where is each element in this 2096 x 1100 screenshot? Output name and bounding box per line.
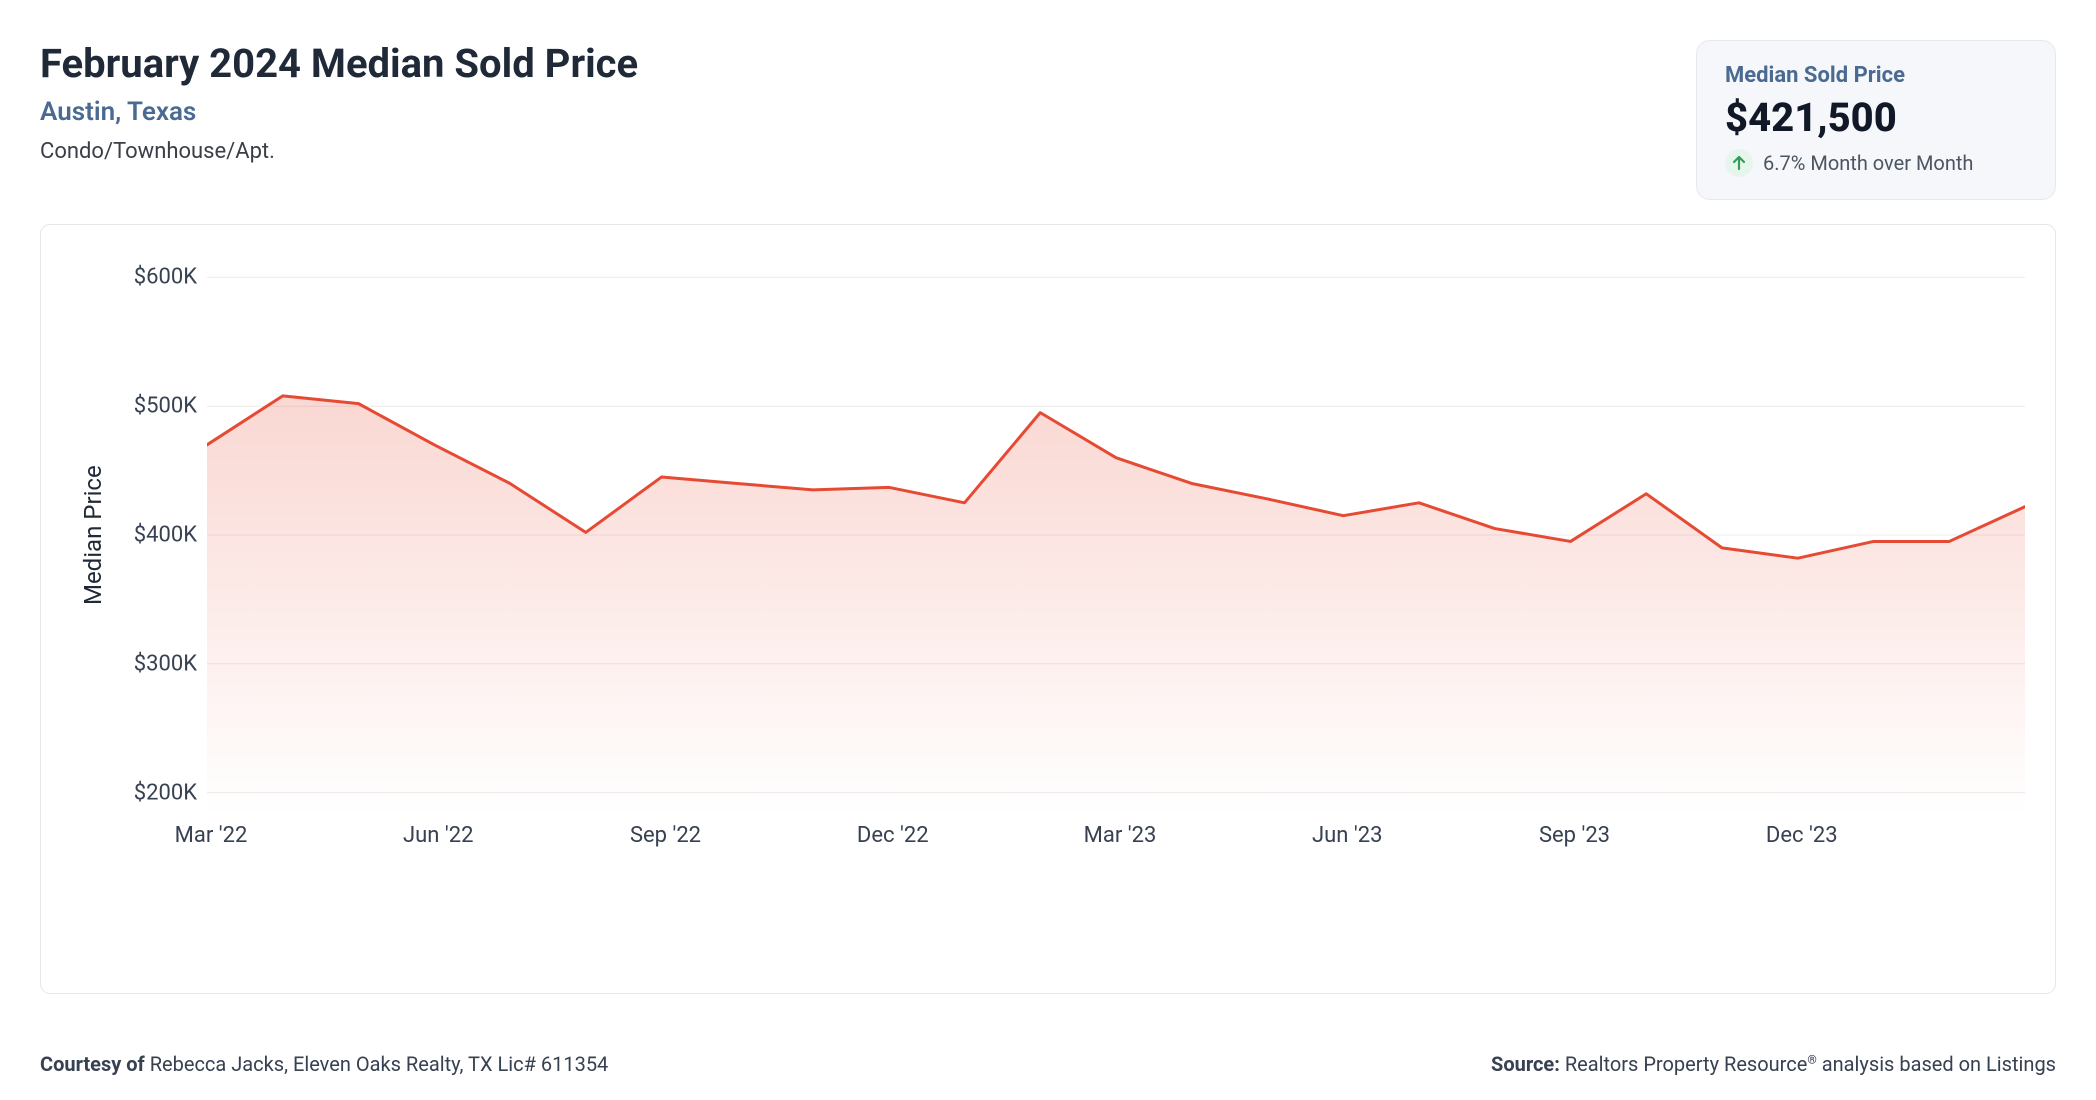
y-axis-ticks: $200K $300K $400K $500K $600K xyxy=(107,255,207,815)
x-tick-label: Jun '22 xyxy=(403,823,473,848)
y-axis-title: Median Price xyxy=(71,255,107,815)
x-tick-label: Jun '23 xyxy=(1312,823,1382,848)
plot-wrap: Median Price $200K $300K $400K $500K $600K xyxy=(71,255,2025,815)
registered-mark-icon: ® xyxy=(1807,1052,1816,1066)
header-row: February 2024 Median Sold Price Austin, … xyxy=(40,40,2056,200)
footer-courtesy-label: Courtesy of xyxy=(40,1052,145,1076)
x-tick-label: Dec '23 xyxy=(1766,823,1838,848)
stat-card: Median Sold Price $421,500 6.7% Month ov… xyxy=(1696,40,2056,200)
x-tick-label: Sep '23 xyxy=(1539,823,1610,848)
title-block: February 2024 Median Sold Price Austin, … xyxy=(40,40,638,188)
footer-source-value-a: Realtors Property Resource xyxy=(1565,1052,1808,1076)
chart-plot-area xyxy=(207,255,2025,815)
x-axis-ticks: Mar '22Jun '22Sep '22Dec '22Mar '23Jun '… xyxy=(211,823,2025,863)
footer: Courtesy of Rebecca Jacks, Eleven Oaks R… xyxy=(40,1052,2056,1076)
y-tick-label: $600K xyxy=(134,265,197,290)
x-tick-label: Dec '22 xyxy=(857,823,929,848)
footer-courtesy-value: Rebecca Jacks, Eleven Oaks Realty, TX Li… xyxy=(150,1052,609,1076)
page-title: February 2024 Median Sold Price xyxy=(40,40,638,87)
y-tick-label: $400K xyxy=(134,523,197,548)
footer-courtesy: Courtesy of Rebecca Jacks, Eleven Oaks R… xyxy=(40,1052,608,1076)
arrow-up-icon xyxy=(1725,149,1753,177)
location-subtitle: Austin, Texas xyxy=(40,97,638,127)
footer-source-value-b: analysis based on Listings xyxy=(1817,1052,2056,1076)
footer-source-label: Source: xyxy=(1491,1052,1560,1076)
stat-card-value: $421,500 xyxy=(1725,94,2027,141)
chart-frame: Median Price $200K $300K $400K $500K $600K M… xyxy=(40,224,2056,994)
x-tick-label: Mar '23 xyxy=(1084,823,1157,848)
x-tick-label: Sep '22 xyxy=(630,823,701,848)
property-type-label: Condo/Townhouse/Apt. xyxy=(40,139,638,164)
stat-card-change: 6.7% Month over Month xyxy=(1725,149,2027,177)
page: February 2024 Median Sold Price Austin, … xyxy=(0,0,2096,1100)
y-tick-label: $200K xyxy=(134,780,197,805)
y-tick-label: $500K xyxy=(134,394,197,419)
chart-svg xyxy=(207,255,2025,815)
y-tick-label: $300K xyxy=(134,651,197,676)
stat-card-change-text: 6.7% Month over Month xyxy=(1763,151,1973,175)
x-tick-label: Mar '22 xyxy=(175,823,248,848)
footer-source: Source: Realtors Property Resource® anal… xyxy=(1491,1052,2056,1076)
stat-card-label: Median Sold Price xyxy=(1725,63,2027,88)
